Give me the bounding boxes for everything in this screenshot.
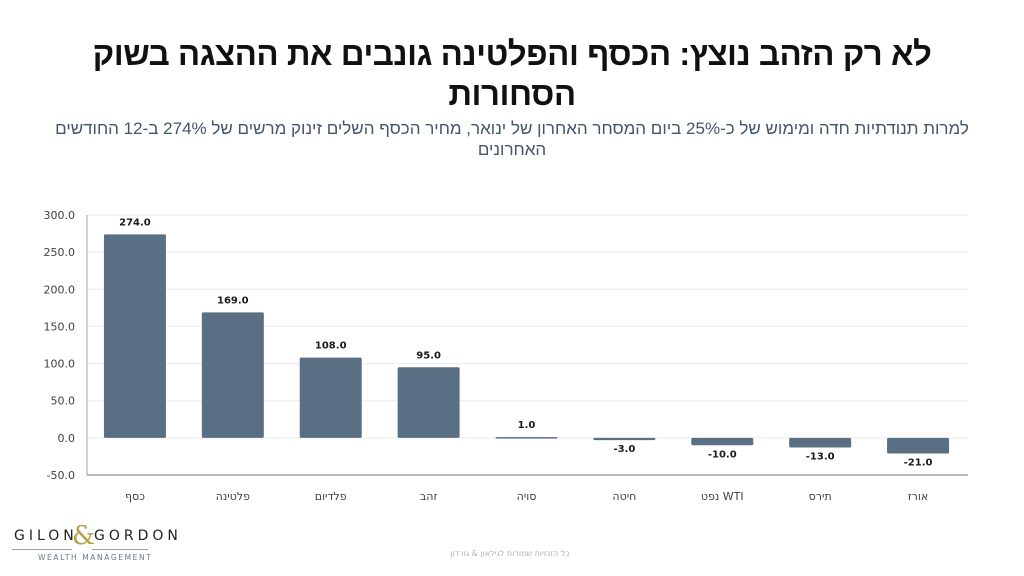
data-label: -21.0 [904, 457, 933, 468]
data-label: 1.0 [518, 420, 536, 431]
bar [691, 437, 754, 446]
data-label: 274.0 [119, 217, 151, 228]
x-tick-label: סויה [517, 490, 537, 503]
bar [103, 234, 166, 438]
data-label: -10.0 [708, 449, 737, 460]
y-tick-label: 150.0 [44, 320, 76, 333]
y-tick-label: 0.0 [58, 432, 76, 445]
x-tick-label: תירס [809, 490, 832, 503]
page-subtitle: למרות תנודתיות חדה ומימוש של כ-25% ביום … [55, 119, 969, 159]
company-logo: GILON & GORDON WEALTH MANAGEMENT [12, 521, 178, 565]
y-tick-label: 200.0 [44, 283, 76, 296]
x-tick-label: WTI נפט [701, 490, 744, 503]
bar [299, 357, 362, 438]
data-labels: 274.0 169.0 108.0 95.0 1.0 -3.0 -10.0 -13.0 -21.… [119, 217, 932, 468]
data-label: 108.0 [315, 341, 347, 352]
y-tick-label: 100.0 [44, 358, 76, 371]
page-title: לא רק הזהב נוצץ: הכסף והפלטינה גונבים את… [92, 35, 932, 112]
data-label: 95.0 [416, 350, 441, 361]
bars [103, 234, 950, 454]
x-tick-label: זהב [420, 490, 438, 503]
logo-divider-left [12, 549, 72, 550]
y-axis-ticks: 300.0 250.0 200.0 150.0 100.0 50.0 0.0 -50.0 [44, 209, 76, 482]
x-tick-label: פלדיום [315, 490, 347, 503]
logo-left-word: GILON [14, 528, 78, 544]
logo-tagline: WEALTH MANAGEMENT [38, 553, 153, 562]
data-label: -13.0 [806, 452, 835, 463]
bar [593, 437, 656, 441]
copyright-footer: כל הזכויות שמורות לגילאון & גורדון [450, 549, 570, 558]
bar [887, 437, 950, 454]
logo-divider-right [92, 549, 148, 550]
bar [201, 312, 264, 438]
x-tick-label: פלטינה [216, 490, 250, 503]
logo-right-word: GORDON [94, 528, 182, 544]
bar [397, 367, 460, 438]
data-label: 169.0 [217, 295, 249, 306]
x-tick-label: חיטה [612, 490, 636, 503]
y-tick-label: 250.0 [44, 246, 76, 259]
x-tick-label: כסף [125, 490, 145, 503]
bar [789, 437, 852, 448]
y-tick-label: 50.0 [51, 395, 76, 408]
data-label: -3.0 [613, 444, 635, 455]
x-axis-ticks: כסף פלטינה פלדיום זהב סויה חיטה WTI נפט תירס אור… [125, 490, 928, 503]
y-tick-label: 300.0 [44, 209, 76, 222]
x-tick-label: אורז [908, 490, 928, 503]
y-tick-label: -50.0 [47, 469, 75, 482]
bar [495, 437, 558, 439]
logo-ampersand: & [72, 521, 96, 551]
